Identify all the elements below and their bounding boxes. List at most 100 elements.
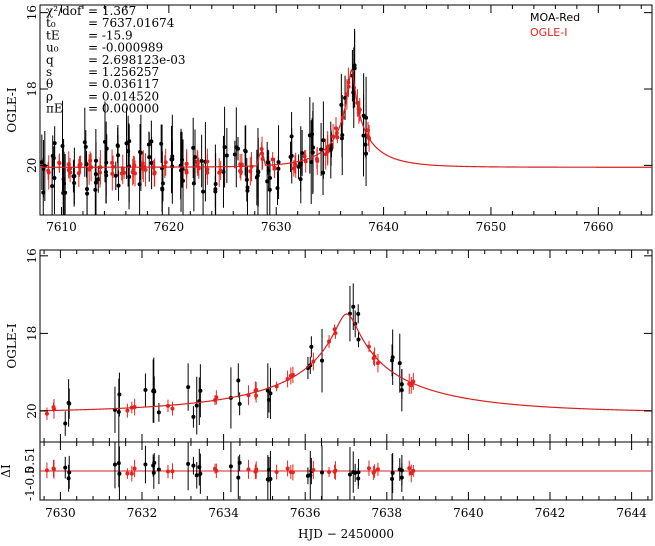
ogle-resid-point (366, 466, 371, 471)
axis-ticks: 7610 7620 7630 7640 7650 7660 7630 7632 7634 7636… (23, 5, 652, 520)
moa-point (93, 187, 98, 192)
moa-point (265, 388, 270, 393)
x-tick-label: 7640 (368, 220, 399, 234)
moa-point (390, 358, 395, 363)
y-tick-label: -0.5 (23, 466, 37, 489)
y-tick-label: -1 (23, 489, 37, 501)
x-tick-label: 7632 (127, 506, 158, 520)
moa-point (191, 414, 196, 419)
y-tick-label: 16 (25, 5, 39, 20)
ogle-point (163, 160, 168, 165)
param-label: tE (46, 28, 60, 42)
moa-resid-point (66, 476, 71, 481)
moa-point (186, 385, 191, 390)
ogle-point (46, 168, 51, 173)
param-value: = 2.698123e-03 (88, 53, 186, 67)
moa-resid-point (156, 467, 161, 472)
moa-point (224, 153, 229, 158)
moa-resid-point (228, 464, 233, 469)
ogle-point (238, 170, 243, 175)
moa-point (298, 177, 303, 182)
moa-point (265, 179, 270, 184)
param-label: πE (46, 102, 63, 116)
moa-point (340, 133, 345, 138)
moa-point (319, 147, 324, 152)
ogle-resid-point (274, 469, 279, 474)
moa-point (255, 173, 260, 178)
moa-point (126, 149, 131, 154)
ogle-point (302, 154, 307, 159)
moa-point (276, 166, 281, 171)
moa-point (191, 145, 196, 150)
moa-point (351, 304, 356, 309)
ogle-point (259, 147, 264, 152)
moa-point (361, 133, 366, 138)
ogle-point (409, 383, 414, 388)
param-label: θ (46, 77, 53, 91)
residual-panel-data (40, 442, 652, 500)
moa-point (201, 189, 206, 194)
ogle-point (314, 156, 319, 161)
moa-point (236, 378, 241, 383)
legend-moa-red: MOA-Red (530, 11, 580, 24)
ogle-point (411, 379, 416, 384)
ogle-point (57, 161, 62, 166)
moa-point (268, 391, 273, 396)
ogle-point (110, 171, 115, 176)
x-tick-label: 7630 (45, 506, 76, 520)
moa-point (116, 409, 121, 414)
middle-panel-data (39, 283, 653, 442)
moa-point (356, 337, 361, 342)
moa-point (321, 138, 326, 143)
y-tick-label: 18 (25, 326, 39, 341)
moa-resid-point (186, 461, 191, 466)
moa-resid-point (397, 467, 402, 472)
middle-ylabel: OGLE-I (5, 323, 19, 368)
param-label: ρ (46, 89, 53, 103)
ogle-point (152, 171, 157, 176)
param-label: s (46, 65, 52, 79)
x-tick-label: 7610 (46, 220, 77, 234)
ogle-resid-point (285, 466, 290, 471)
moa-point (169, 157, 174, 162)
moa-point (265, 160, 270, 165)
moa-point (50, 184, 55, 189)
moa-point (103, 170, 108, 175)
ogle-point (98, 170, 103, 175)
param-value: = 0.036117 (88, 77, 159, 91)
x-tick-label: 7620 (154, 220, 185, 234)
moa-point (94, 158, 99, 163)
moa-point (113, 173, 118, 178)
param-value: = -15.9 (88, 28, 133, 42)
moa-point (243, 148, 248, 153)
moa-point (307, 133, 312, 138)
ogle-resid-point (375, 467, 380, 472)
ogle-point (334, 126, 339, 131)
moa-point (235, 146, 240, 151)
top-panel-data (39, 28, 652, 215)
moa-point (116, 183, 121, 188)
ogle-resid-point (170, 469, 175, 474)
moa-resid-point (197, 465, 202, 470)
param-value: = 0.000000 (88, 102, 159, 116)
residual-ylabel: ΔI (0, 464, 13, 478)
moa-point (143, 387, 148, 392)
ogle-point (291, 166, 296, 171)
moa-point (199, 158, 204, 163)
model-curve (39, 313, 653, 412)
moa-resid-point (191, 463, 196, 468)
ogle-resid-point (246, 467, 251, 472)
moa-resid-point (390, 471, 395, 476)
moa-point (51, 155, 56, 160)
x-tick-label: 7634 (208, 506, 239, 520)
moa-point (160, 187, 165, 192)
moa-point (244, 177, 249, 182)
ogle-point (254, 393, 259, 398)
param-label: χ²/dof (46, 4, 83, 18)
top-panel-frame (39, 4, 653, 216)
moa-point (85, 191, 90, 196)
moa-point (213, 189, 218, 194)
param-value: = 0.014520 (88, 89, 159, 103)
moa-resid-point (305, 473, 310, 478)
moa-resid-point (356, 476, 361, 481)
